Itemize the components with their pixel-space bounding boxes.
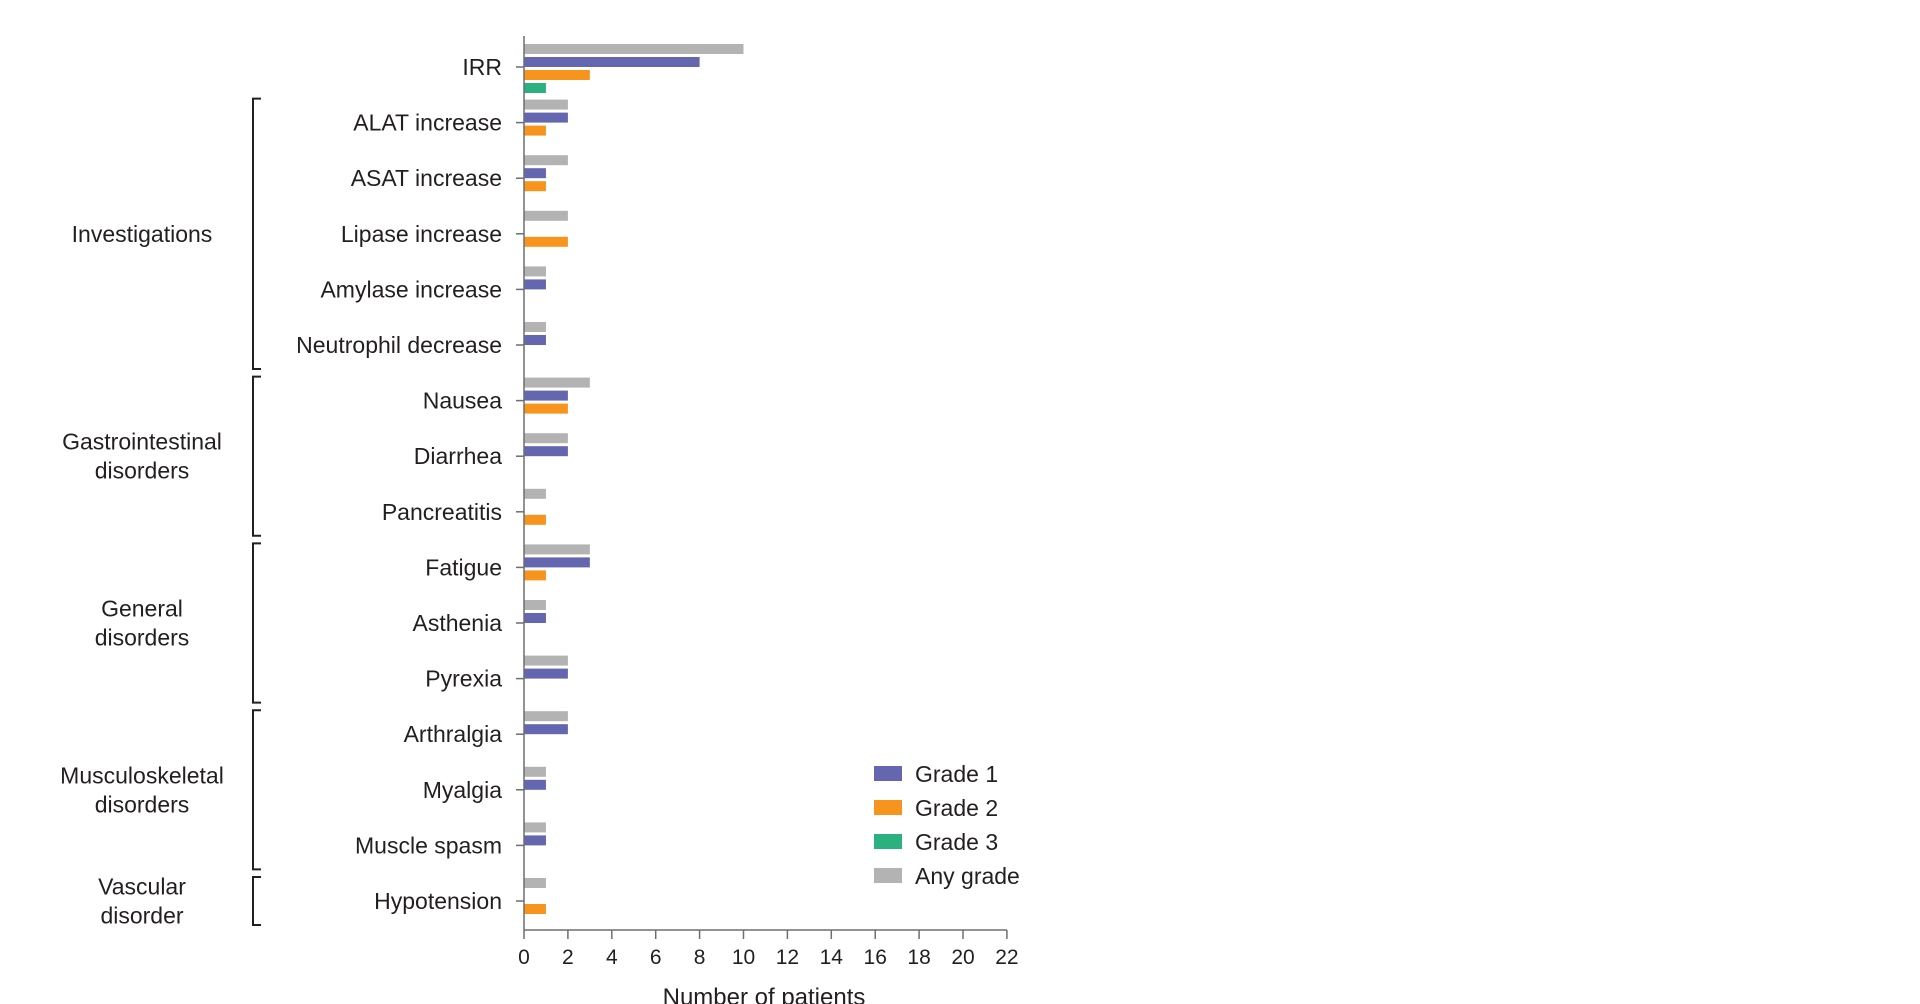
x-tick-label-10: 10	[732, 946, 755, 969]
category-label-lipase-increase: Lipase increase	[341, 221, 502, 247]
bar-fatigue-grade-2	[524, 570, 546, 581]
x-axis-title: Number of patients	[663, 984, 866, 1004]
bar-arthralgia-any-grade	[524, 711, 568, 722]
bar-nausea-grade-2	[524, 403, 568, 414]
bar-pancreatitis-grade-2	[524, 514, 546, 525]
bar-fatigue-any-grade	[524, 544, 590, 555]
category-label-hypotension: Hypotension	[374, 888, 502, 914]
bar-pancreatitis-any-grade	[524, 488, 546, 499]
group-bracket-gastrointestinal-disorders	[252, 375, 261, 537]
bar-nausea-any-grade	[524, 377, 590, 388]
category-label-muscle-spasm: Muscle spasm	[355, 832, 502, 858]
x-tick-label-18: 18	[907, 946, 930, 969]
x-tick-label-8: 8	[694, 946, 706, 969]
bars-layer	[524, 44, 744, 914]
group-brackets: Investigations Gastrointestinal disorders G…	[60, 97, 261, 929]
bar-myalgia-any-grade	[524, 766, 546, 777]
bar-asthenia-any-grade	[524, 600, 546, 610]
group-label-disorder: disorder	[100, 903, 183, 929]
category-labels: IRR ALAT increase ASAT increase Lipase incr…	[296, 54, 502, 914]
legend-label-grade-1: Grade 1	[915, 761, 998, 787]
bar-alat-increase-any-grade	[524, 99, 568, 110]
legend-label-any-grade: Any grade	[915, 863, 1020, 889]
x-tick-label-6: 6	[650, 946, 662, 969]
axes-layer: 0 2 4 6 8 10 12 14 16 18 20 22	[516, 36, 1019, 969]
x-tick-label-12: 12	[776, 946, 799, 969]
group-bracket-investigations	[252, 97, 261, 370]
category-label-pancreatitis: Pancreatitis	[382, 499, 502, 525]
category-label-myalgia: Myalgia	[423, 777, 502, 803]
group-label-investigations: Investigations	[72, 221, 213, 247]
bar-irr-grade-3	[524, 83, 546, 93]
bar-muscle-spasm-any-grade	[524, 822, 546, 833]
legend-swatch-grade-2	[874, 800, 902, 815]
category-label-irr: IRR	[462, 54, 502, 80]
category-label-nausea: Nausea	[423, 388, 502, 414]
legend-swatch-grade-1	[874, 766, 902, 781]
category-label-amylase-increase: Amylase increase	[320, 276, 502, 302]
bar-pyrexia-grade-1	[524, 668, 568, 679]
bar-neutrophil-decrease-grade-1	[524, 335, 546, 345]
category-label-diarrhea: Diarrhea	[414, 443, 502, 469]
bar-hypotension-any-grade	[524, 878, 546, 888]
x-tick-label-20: 20	[951, 946, 974, 969]
x-tick-label-14: 14	[820, 946, 844, 969]
bar-neutrophil-decrease-any-grade	[524, 322, 546, 332]
bar-alat-increase-grade-2	[524, 125, 546, 136]
x-tick-label-16: 16	[864, 946, 887, 969]
group-label-gastrointestinal: Gastrointestinal	[62, 429, 222, 455]
bar-lipase-increase-any-grade	[524, 210, 568, 221]
bar-asat-increase-grade-2	[524, 181, 546, 192]
group-label-musculoskeletal: Musculoskeletal	[60, 762, 224, 788]
bar-hypotension-grade-2	[524, 904, 546, 914]
category-label-fatigue: Fatigue	[425, 554, 502, 580]
bar-asthenia-grade-1	[524, 613, 546, 623]
bar-fatigue-grade-1	[524, 557, 590, 568]
bar-muscle-spasm-grade-1	[524, 835, 546, 846]
group-label-disorders: disorders	[95, 791, 190, 817]
x-tick-label-4: 4	[606, 946, 618, 969]
bar-diarrhea-any-grade	[524, 433, 568, 444]
bar-amylase-increase-grade-1	[524, 279, 546, 290]
category-label-asat-increase: ASAT increase	[351, 165, 502, 191]
bar-asat-increase-any-grade	[524, 155, 568, 166]
bar-amylase-increase-any-grade	[524, 266, 546, 277]
category-label-asthenia: Asthenia	[412, 610, 502, 636]
bar-alat-increase-grade-1	[524, 112, 568, 123]
group-label-disorders: disorders	[95, 458, 190, 484]
x-tick-label-2: 2	[562, 946, 574, 969]
x-tick-label-0: 0	[518, 946, 530, 969]
group-bracket-general-disorders	[252, 542, 261, 704]
category-label-pyrexia: Pyrexia	[425, 666, 502, 692]
bar-irr-any-grade	[524, 44, 744, 54]
legend-swatch-grade-3	[874, 834, 902, 849]
group-bracket-vascular-disorder	[252, 876, 261, 926]
bar-pyrexia-any-grade	[524, 655, 568, 666]
legend-label-grade-2: Grade 2	[915, 795, 998, 821]
legend-swatch-any-grade	[874, 868, 902, 883]
category-label-neutrophil-decrease: Neutrophil decrease	[296, 332, 502, 358]
group-label-general: General	[101, 596, 183, 622]
bar-irr-grade-2	[524, 70, 590, 80]
group-bracket-musculoskeletal-disorders	[252, 709, 261, 871]
category-label-alat-increase: ALAT increase	[353, 110, 502, 136]
bar-nausea-grade-1	[524, 390, 568, 401]
bar-myalgia-grade-1	[524, 779, 546, 790]
bar-asat-increase-grade-1	[524, 168, 546, 179]
category-label-arthralgia: Arthralgia	[404, 721, 503, 747]
legend: Grade 1 Grade 2 Grade 3 Any grade	[874, 761, 1020, 889]
bar-lipase-increase-grade-2	[524, 236, 568, 247]
legend-label-grade-3: Grade 3	[915, 829, 998, 855]
group-label-vascular: Vascular	[98, 874, 186, 900]
bar-diarrhea-grade-1	[524, 446, 568, 457]
bar-irr-grade-1	[524, 57, 700, 67]
bar-arthralgia-grade-1	[524, 724, 568, 735]
group-label-disorders: disorders	[95, 625, 190, 651]
x-tick-label-22: 22	[995, 946, 1018, 969]
